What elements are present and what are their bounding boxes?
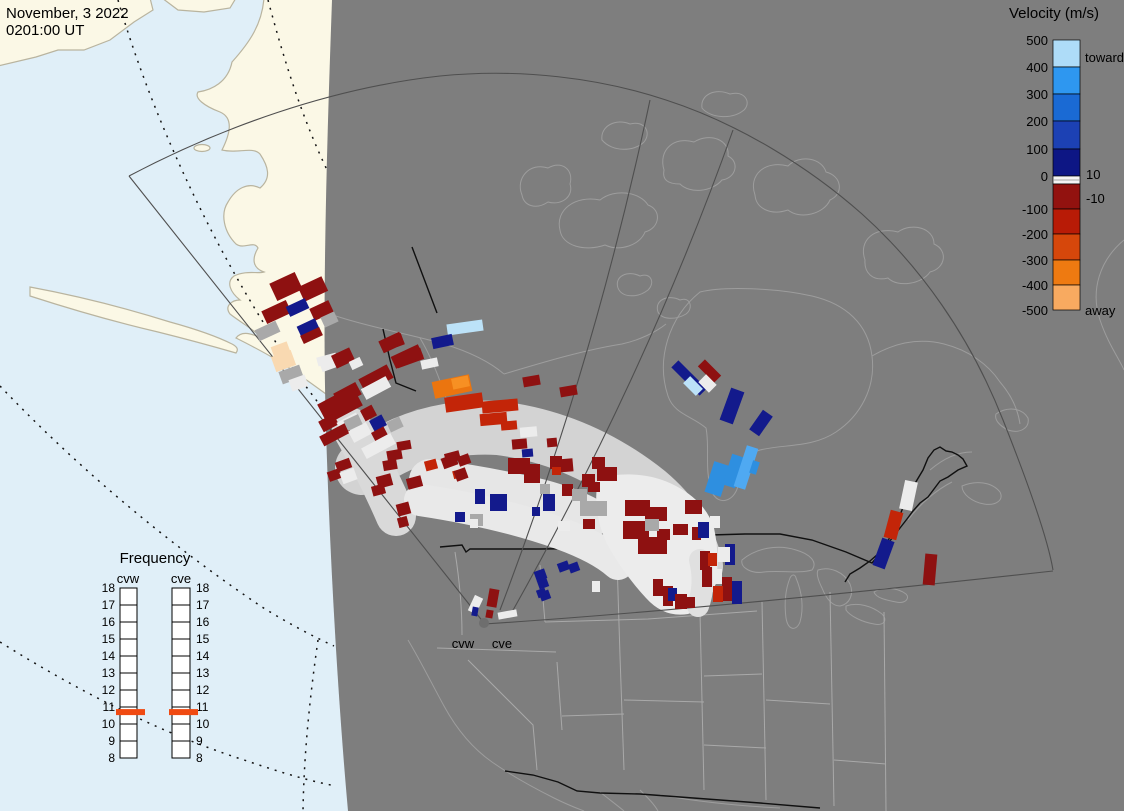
frequency-col-cve: cve <box>171 571 191 586</box>
velocity-colorbar <box>1053 40 1080 310</box>
away-label: away <box>1085 303 1116 318</box>
frequency-tick: 11 <box>103 700 116 714</box>
velocity-cell <box>543 494 555 511</box>
radar-label-cvw: cvw <box>452 636 475 651</box>
frequency-tick: 8 <box>108 751 115 765</box>
frequency-tick: 9 <box>108 734 115 748</box>
velocity-cell <box>558 521 570 531</box>
date-label: November, 3 2022 <box>6 5 129 22</box>
velocity-cell <box>722 577 732 601</box>
colorbar-segment <box>1053 260 1080 285</box>
velocity-legend-title: Velocity (m/s) <box>1009 5 1099 22</box>
map-canvas: cvw cve November, 3 2022 0201:00 UT Velo… <box>0 0 1124 811</box>
velocity-cell <box>520 426 538 437</box>
velocity-cell <box>580 501 607 516</box>
velocity-cell <box>710 516 720 528</box>
frequency-tick: 10 <box>102 717 116 731</box>
velocity-cell <box>532 507 540 516</box>
velocity-cell <box>475 489 485 504</box>
frequency-col-cvw: cvw <box>117 571 140 586</box>
velocity-cell <box>713 586 723 602</box>
land-island <box>194 145 210 152</box>
velocity-cell <box>673 524 688 535</box>
frequency-tick: 17 <box>102 598 116 612</box>
velocity-cell <box>698 522 709 538</box>
velocity-cell <box>562 484 573 496</box>
velocity-cell <box>645 507 667 521</box>
velocity-tick: 500 <box>1026 33 1048 48</box>
frequency-tick: 15 <box>102 632 116 646</box>
velocity-tick: -100 <box>1022 202 1048 217</box>
frequency-tick: 12 <box>196 683 210 697</box>
frequency-tick: 13 <box>102 666 116 680</box>
velocity-cell <box>708 553 717 566</box>
frequency-tick: 9 <box>196 734 203 748</box>
velocity-cell <box>583 519 595 529</box>
frequency-tick: 8 <box>196 751 203 765</box>
frequency-tick: 17 <box>196 598 210 612</box>
velocity-tick: -200 <box>1022 227 1048 242</box>
near-zero-neg: -10 <box>1086 191 1105 206</box>
radar-site-dot <box>479 618 489 628</box>
velocity-cell <box>455 512 465 522</box>
velocity-tick: 400 <box>1026 60 1048 75</box>
velocity-cell <box>572 489 587 501</box>
superdarn-velocity-map: cvw cve November, 3 2022 0201:00 UT Velo… <box>0 0 1124 811</box>
colorbar-segment <box>1053 285 1080 310</box>
frequency-tick: 16 <box>196 615 210 629</box>
radar-label-cve: cve <box>492 636 512 651</box>
colorbar-segment <box>1053 209 1080 234</box>
velocity-cell <box>592 581 600 592</box>
velocity-cell <box>597 467 617 481</box>
frequency-tick: 18 <box>102 581 116 595</box>
velocity-cell <box>702 567 712 587</box>
velocity-cell <box>540 484 550 494</box>
velocity-cell <box>732 581 742 604</box>
frequency-tick: 13 <box>196 666 210 680</box>
frequency-tick: 16 <box>102 615 116 629</box>
velocity-cell <box>522 449 534 458</box>
velocity-cell <box>653 579 663 596</box>
velocity-tick: 0 <box>1041 169 1048 184</box>
colorbar-segment <box>1053 67 1080 94</box>
velocity-cell <box>685 500 702 514</box>
velocity-cell <box>718 547 730 562</box>
colorbar-segment <box>1053 94 1080 121</box>
velocity-tick: 300 <box>1026 87 1048 102</box>
colorbar-segment <box>1053 149 1080 176</box>
frequency-tick: 18 <box>196 581 210 595</box>
colorbar-segment <box>1053 184 1080 209</box>
velocity-cell <box>547 438 558 448</box>
velocity-cell <box>552 467 561 475</box>
velocity-cell <box>490 494 507 511</box>
velocity-cell <box>685 597 695 608</box>
frequency-title: Frequency <box>120 550 191 567</box>
velocity-tick: 100 <box>1026 142 1048 157</box>
velocity-tick: -300 <box>1022 253 1048 268</box>
velocity-cell <box>524 464 540 483</box>
velocity-cell <box>713 569 722 584</box>
frequency-marker-cvw <box>116 709 145 715</box>
toward-label: toward <box>1085 50 1124 65</box>
frequency-tick: 10 <box>196 717 210 731</box>
frequency-tick: 14 <box>196 649 210 663</box>
frequency-tick: 14 <box>102 649 116 663</box>
velocity-tick: -400 <box>1022 278 1048 293</box>
time-label: 0201:00 UT <box>6 22 84 39</box>
frequency-marker-cve <box>169 709 198 715</box>
velocity-cell <box>588 482 600 492</box>
frequency-tick: 15 <box>196 632 210 646</box>
velocity-cell <box>470 519 478 528</box>
velocity-cell <box>485 609 493 618</box>
velocity-tick: -500 <box>1022 303 1048 318</box>
velocity-cell <box>512 438 528 449</box>
velocity-tick: 200 <box>1026 114 1048 129</box>
velocity-cell <box>645 519 659 531</box>
frequency-tick: 12 <box>102 683 116 697</box>
colorbar-segment <box>1053 234 1080 260</box>
near-zero-pos: 10 <box>1086 167 1100 182</box>
velocity-cell <box>501 420 518 430</box>
colorbar-segment <box>1053 121 1080 149</box>
colorbar-segment <box>1053 40 1080 67</box>
